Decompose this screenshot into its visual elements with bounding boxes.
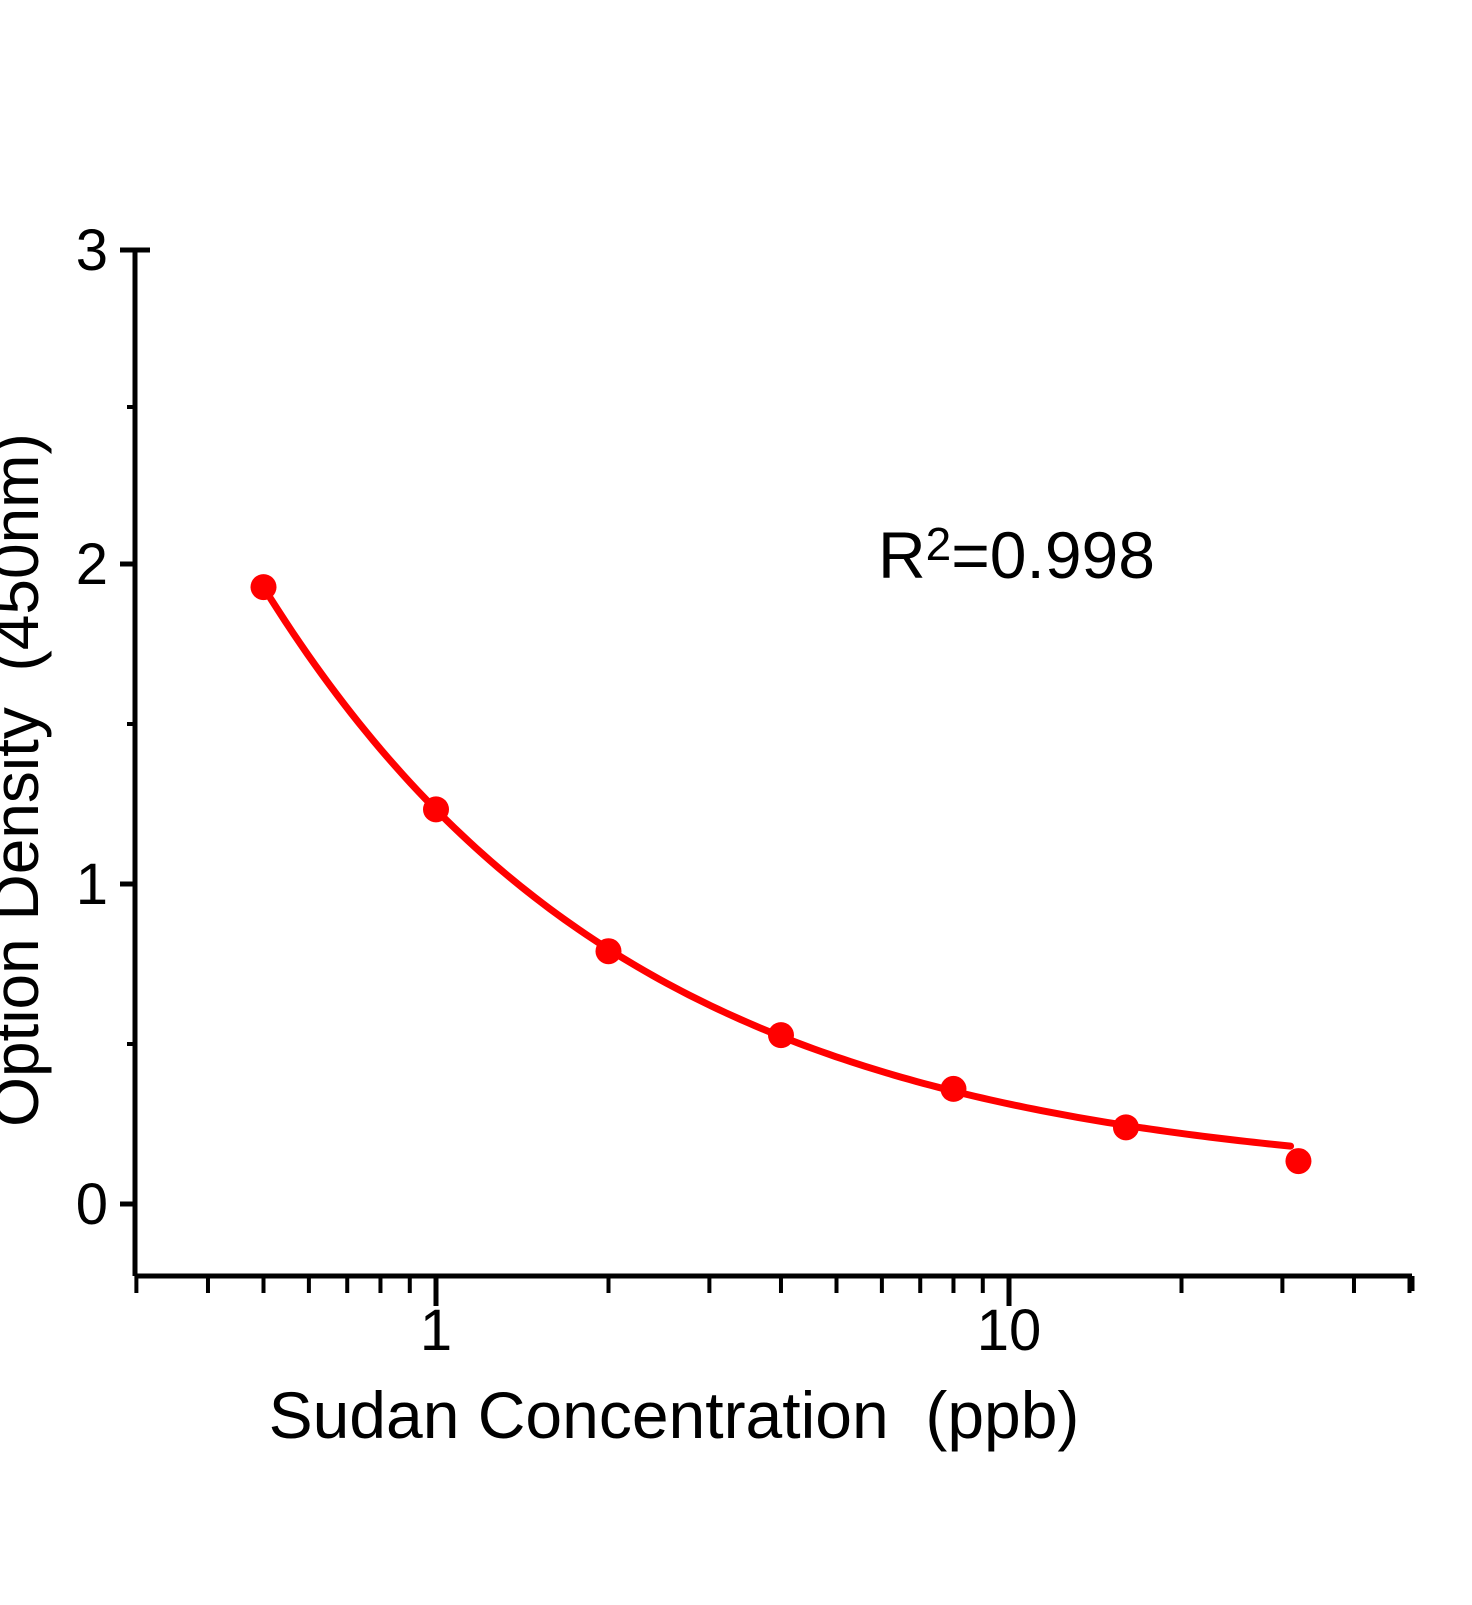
svg-text:0: 0 [76,1172,108,1237]
svg-text:1: 1 [76,852,108,917]
svg-text:Option Density (450nm): Option Density (450nm) [0,433,52,1127]
svg-text:1: 1 [420,1298,452,1363]
svg-text:3: 3 [76,218,108,283]
svg-text:2: 2 [76,532,108,597]
svg-text:R2=0.998: R2=0.998 [878,518,1155,592]
svg-text:Sudan Concentration (ppb): Sudan Concentration (ppb) [269,1378,1080,1452]
svg-text:10: 10 [977,1298,1042,1363]
